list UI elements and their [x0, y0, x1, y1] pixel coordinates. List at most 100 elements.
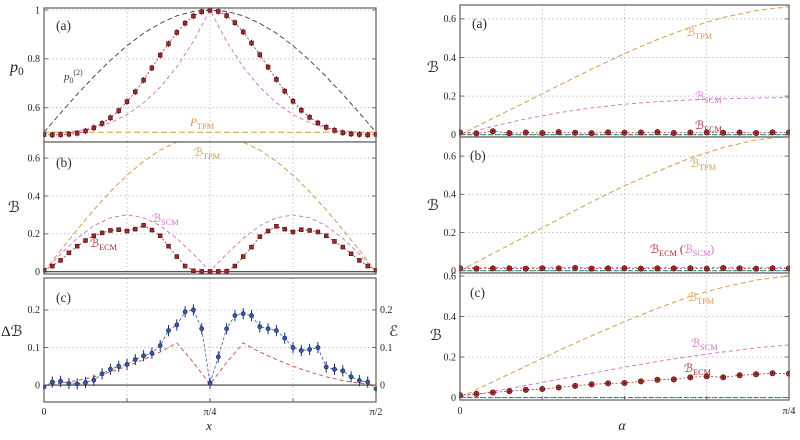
y-tick-label: 0.2	[444, 91, 457, 102]
data-marker	[99, 121, 105, 126]
data-marker	[166, 41, 171, 46]
data-marker	[315, 345, 321, 350]
data-marker	[149, 350, 155, 356]
panel-background	[44, 8, 376, 142]
data-marker	[207, 8, 213, 13]
panel-frame	[43, 141, 377, 275]
data-marker-dot	[705, 267, 708, 270]
data-marker	[240, 311, 246, 317]
label-p0-superscript-2: p0(2)	[63, 68, 83, 85]
data-marker-dot	[524, 388, 527, 391]
data-marker-dot	[771, 267, 774, 270]
panel-background	[44, 142, 376, 274]
data-marker	[116, 108, 121, 113]
data-marker	[232, 20, 238, 25]
left-panel-a: 1 0.8 0.6 (a) p0(2) PTPM	[28, 5, 377, 143]
y-tick-label: 0	[451, 266, 456, 277]
data-marker	[348, 251, 354, 256]
data-marker	[174, 30, 180, 35]
y-tick-label: 0.4	[444, 190, 457, 201]
delta-b-data-points-connector	[43, 309, 377, 390]
data-marker	[323, 364, 329, 370]
data-marker	[199, 326, 205, 332]
right-panel-c: 0.6 0.4 0.2 0 (c) ℬTPM ℬSCM ℬECM	[444, 271, 790, 404]
data-marker	[174, 254, 180, 259]
data-marker	[207, 380, 213, 386]
y-tick-label: 0.4	[28, 191, 41, 202]
data-marker	[282, 226, 287, 232]
data-marker	[216, 269, 221, 274]
data-marker	[290, 98, 296, 104]
y-tick-label: 0.2	[28, 305, 41, 316]
data-marker	[216, 9, 221, 14]
data-marker	[365, 263, 370, 269]
data-marker	[249, 313, 254, 318]
data-marker	[141, 223, 146, 228]
data-marker-dot	[574, 267, 577, 269]
epsilon-curve	[43, 342, 377, 386]
panel-tag-b: (b)	[56, 155, 72, 170]
y-tick-label: 0.6	[444, 271, 457, 282]
panel-tag-a: (a)	[56, 18, 71, 33]
data-marker	[298, 348, 304, 353]
figure-right: 0.6 0.4 0.2 0 (a) ℬTPM ℬSCM ℬECM 0.6 0.4 0.2 0 (b) ℬT…	[427, 4, 795, 434]
y-tick-label: 0.2	[444, 352, 457, 363]
label-bscm: ℬSCM	[152, 211, 179, 227]
data-marker	[257, 234, 263, 239]
data-marker-dot	[574, 131, 577, 134]
data-marker-dot	[524, 267, 527, 270]
r-b-label-btpm: ℬTPM	[690, 156, 717, 172]
data-marker-dot	[492, 391, 494, 394]
left-panel-b: 0.6 0.4 0.2 0 (b) ℬTPM ℬSCM ℬECM	[28, 141, 377, 278]
b-axis-label-a: ℬ	[427, 58, 439, 76]
data-marker	[108, 228, 113, 233]
data-marker	[74, 130, 80, 136]
data-marker	[282, 335, 288, 341]
x-axis-label: x	[205, 418, 212, 433]
data-marker-dot	[771, 131, 774, 134]
data-marker	[141, 77, 146, 83]
data-marker	[166, 328, 171, 334]
data-marker	[357, 132, 362, 137]
data-marker-dot	[508, 390, 511, 392]
data-marker	[157, 343, 163, 349]
y-tick-label-right: 0.2	[380, 305, 393, 316]
data-marker	[249, 40, 254, 46]
data-marker	[340, 244, 346, 250]
delta-b-axis-label: Δℬ	[1, 322, 23, 340]
data-marker	[265, 228, 271, 234]
data-marker	[182, 263, 188, 269]
data-marker-dot	[640, 131, 642, 134]
data-marker	[323, 125, 329, 130]
data-marker	[83, 238, 88, 243]
b-axis-label: ℬ	[8, 198, 20, 216]
data-marker	[108, 366, 113, 372]
data-marker-dot	[689, 267, 692, 270]
data-marker	[356, 378, 362, 383]
data-marker	[91, 233, 97, 238]
data-marker	[174, 322, 180, 328]
data-marker	[340, 130, 346, 135]
data-marker-dot	[607, 131, 609, 134]
left-panel-c: 0.2 0.2 0.1 0.1 0 0 (c)	[28, 277, 393, 403]
data-marker	[315, 229, 321, 235]
alpha-axis-label: α	[618, 419, 626, 434]
data-marker-dot	[722, 267, 725, 269]
y-tick-label: 0.4	[444, 53, 457, 64]
data-marker	[141, 353, 147, 359]
data-marker	[232, 263, 238, 269]
b-axis-label-c: ℬ	[430, 326, 442, 344]
panel-background	[460, 5, 789, 137]
y-tick-label: 0	[451, 393, 456, 404]
data-marker-dot	[475, 267, 478, 270]
data-marker	[240, 254, 246, 259]
data-marker-dot	[607, 267, 609, 270]
epsilon-axis-label: ℰ	[389, 322, 398, 340]
data-marker	[83, 380, 88, 385]
data-marker-dot	[541, 267, 544, 270]
r-a-label-btpm: ℬTPM	[686, 25, 713, 41]
data-marker	[357, 258, 362, 263]
right-panel-a: 0.6 0.4 0.2 0 (a) ℬTPM ℬSCM ℬECM	[444, 4, 790, 141]
r-c-label-becm: ℬECM	[684, 361, 712, 377]
